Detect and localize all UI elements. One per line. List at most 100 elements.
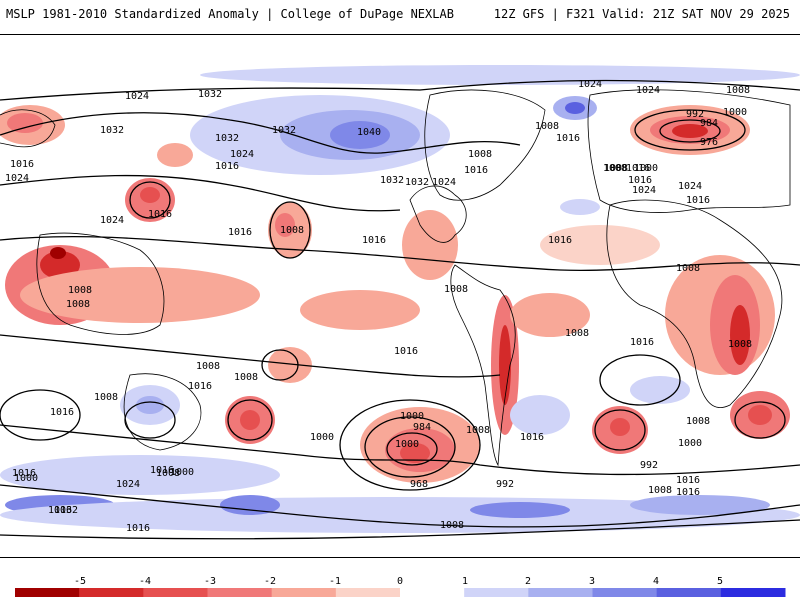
contour-label: 1016 [150,465,174,476]
contour-label: 1016 [686,195,710,206]
contour-label: 1008 [648,485,672,496]
contour-label: 1008 [196,361,220,372]
contour-label: 992 [686,109,704,120]
colorbar-tick-label: -4 [139,576,151,587]
contour-label: 1024 [116,479,140,490]
colorbar-tick-label: -3 [204,576,216,587]
contour-label: 1008 [440,520,464,531]
contour-label: 1016 [148,209,172,220]
map-title: MSLP 1981-2010 Standardized Anomaly | Co… [6,7,454,21]
contour-label: 1000 [678,438,702,449]
contour-label: 1024 [125,91,149,102]
contour-label: 1016 [630,337,654,348]
anomaly-map: 1024 1032 1032 1016 1024 1024 1032 1016 … [0,35,800,557]
contour-label: 1008 [728,339,752,350]
contour-label: 1016 [215,161,239,172]
contour-label: 1016 [48,505,72,516]
contour-label: 1008 [94,392,118,403]
colorbar-tick-label: -2 [264,576,276,587]
contour-label: 1016 [10,159,34,170]
contour-label: 1016 [556,133,580,144]
contour-label: 1000 [634,163,658,174]
colorbar-swatch [271,588,337,597]
contour-label: 1016 [126,523,150,534]
colorbar-swatches [15,588,786,597]
contour-label: 1000 [170,467,194,478]
contour-label: 1000 [395,439,419,450]
contour-label: 1024 [632,185,656,196]
colorbar-swatch [400,588,465,597]
contour-label: 1008 [535,121,559,132]
colorbar-swatch [79,588,144,597]
contour-label: 984 [413,422,431,433]
contour-label: 1016 [628,175,652,186]
contour-label: 1000 [310,432,334,443]
contour-label: 1024 [636,85,660,96]
colorbar-swatch [656,588,722,597]
contour-label: 1000 [723,107,747,118]
contour-label: 1008 [604,163,628,174]
negative-anomaly-shading [0,105,790,483]
contour-label: 1008 [726,85,750,96]
contour-label: 1008 [234,372,258,383]
colorbar-swatch [720,588,786,597]
contour-label: 1016 [50,407,74,418]
model-run-valid-time: 12Z GFS | F321 Valid: 21Z SAT NOV 29 202… [493,7,790,21]
colorbar-swatch [528,588,593,597]
contour-label: 992 [496,479,514,490]
colorbar-svg: -5 -4 -3 -2 -1 0 1 2 3 4 5 [15,576,786,597]
contour-label: 992 [640,460,658,471]
contour-label: 1000 [400,411,424,422]
contour-label: 976 [700,137,718,148]
contour-label: 1008 [603,163,627,174]
contour-label: 1008 [444,284,468,295]
colorbar-tick-label: 5 [717,576,723,587]
map-panel[interactable]: 1024 1032 1032 1016 1024 1024 1032 1016 … [0,34,800,558]
contour-label: 1016 [676,487,700,498]
colorbar-tick-label: -1 [329,576,341,587]
contour-label: 1032 [380,175,404,186]
contour-label: 1016 [548,235,572,246]
contour-label: 1032 [54,505,78,516]
contour-label: 1008 [280,225,304,236]
contour-label: 1016 [362,235,386,246]
contour-label: 1008 [565,328,589,339]
contour-label: 1024 [432,177,456,188]
contour-label: 1008 [68,285,92,296]
colorbar-tick-label: -5 [74,576,86,587]
colorbar-swatch [143,588,208,597]
colorbar-swatch [464,588,529,597]
isobars [0,79,800,540]
contour-label: 1024 [678,181,702,192]
colorbar-tick-label: 4 [653,576,659,587]
contour-label: 1040 [357,127,381,138]
contour-label: 1008 [468,149,492,160]
contour-label: 1008 [156,468,180,479]
contour-label: 1008 [66,299,90,310]
contour-label: 1032 [215,133,239,144]
contour-label: 1016 [228,227,252,238]
anomaly-colorbar: -5 -4 -3 -2 -1 0 1 2 3 4 5 [0,560,800,600]
contour-label: 1000 [14,473,38,484]
contour-labels: 1024 1032 1032 1016 1024 1024 1032 1016 … [5,79,752,534]
contour-label: 1032 [100,125,124,136]
contour-label: 1008 [676,263,700,274]
contour-label: 968 [410,479,428,490]
contour-label: 1016 [12,468,36,479]
contour-label: 1008 [686,416,710,427]
colorbar-tick-label: 1 [462,576,468,587]
contour-label: 1016 [188,381,212,392]
colorbar-tick-label: 3 [589,576,595,587]
colorbar-swatch [335,588,401,597]
contour-label: 1016 [394,346,418,357]
contour-label: 1008 [466,425,490,436]
colorbar-swatch [15,588,80,597]
contour-label: 1016 [676,475,700,486]
contour-label: 984 [700,118,718,129]
coastlines [0,89,791,467]
contour-label: 1024 [230,149,254,160]
contour-label: 1032 [198,89,222,100]
contour-label: 1024 [100,215,124,226]
colorbar-tick-label: 2 [525,576,531,587]
contour-label: 1032 [405,177,429,188]
